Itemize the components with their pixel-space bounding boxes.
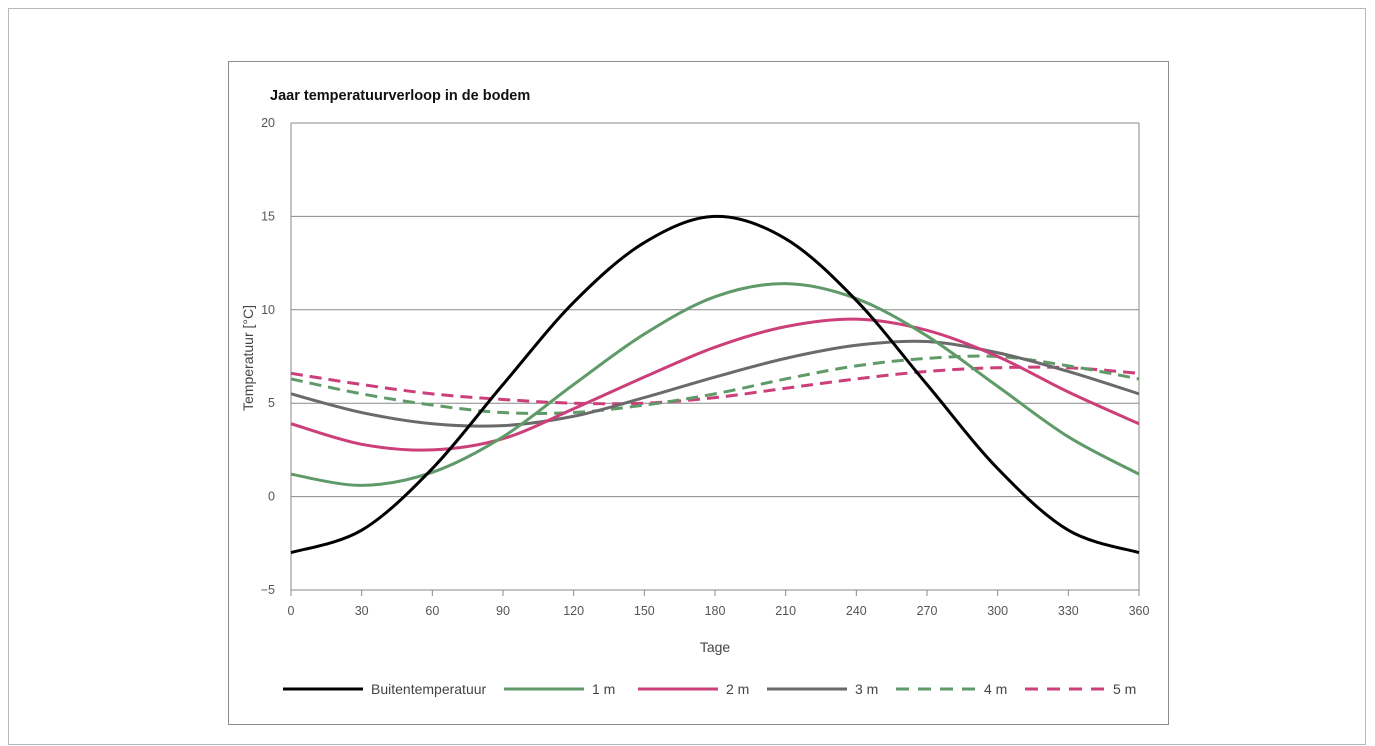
legend-label: 5 m [1113, 681, 1136, 697]
x-tick-label: 90 [496, 604, 510, 618]
x-tick-label: 210 [775, 604, 796, 618]
x-tick-label: 180 [705, 604, 726, 618]
y-tick-label: −5 [261, 583, 275, 597]
x-tick-label: 0 [288, 604, 295, 618]
legend-label: Buitentemperatuur [371, 681, 487, 697]
chart-frame: Jaar temperatuurverloop in de bodem −5 0 5… [228, 61, 1169, 725]
y-tick-label: 15 [261, 209, 275, 223]
grid-lines [291, 122, 1139, 498]
y-axis-title: Temperatuur [°C] [240, 305, 256, 411]
legend-label: 4 m [984, 681, 1007, 697]
page-frame: Jaar temperatuurverloop in de bodem −5 0 5… [8, 8, 1366, 745]
legend-label: 3 m [855, 681, 878, 697]
series-lines [290, 214, 1140, 555]
y-tick-label: 5 [268, 396, 275, 410]
x-tick-label: 30 [355, 604, 369, 618]
y-tick-label: 0 [268, 490, 275, 504]
legend-label: 1 m [592, 681, 615, 697]
line-chart: Jaar temperatuurverloop in de bodem −5 0 5… [240, 88, 1150, 697]
x-axis-title: Tage [700, 639, 731, 655]
axes [290, 123, 1140, 596]
y-tick-label: 20 [261, 116, 275, 130]
x-tick-label: 270 [917, 604, 938, 618]
x-tick-label: 330 [1058, 604, 1079, 618]
series-line-3 [290, 317, 1140, 452]
legend-label: 2 m [726, 681, 749, 697]
x-tick-label: 240 [846, 604, 867, 618]
y-tick-label: 10 [261, 303, 275, 317]
series-line-1 [290, 214, 1140, 555]
series-line-6 [290, 365, 1140, 406]
x-tick-label: 300 [987, 604, 1008, 618]
x-tick-label: 150 [634, 604, 655, 618]
tick-labels: −5 0 5 10 15 20 0 30 60 90 120 150 180 210 240 270 300 33… [261, 116, 1150, 618]
x-tick-label: 120 [563, 604, 584, 618]
series-line-4 [290, 339, 1140, 428]
x-tick-label: 360 [1129, 604, 1150, 618]
series-line-2 [290, 282, 1140, 487]
x-tick-label: 60 [425, 604, 439, 618]
legend: Buitentemperatuur 1 m 2 m 3 m 4 m 5 m [283, 681, 1136, 697]
chart-title: Jaar temperatuurverloop in de bodem [270, 88, 530, 104]
